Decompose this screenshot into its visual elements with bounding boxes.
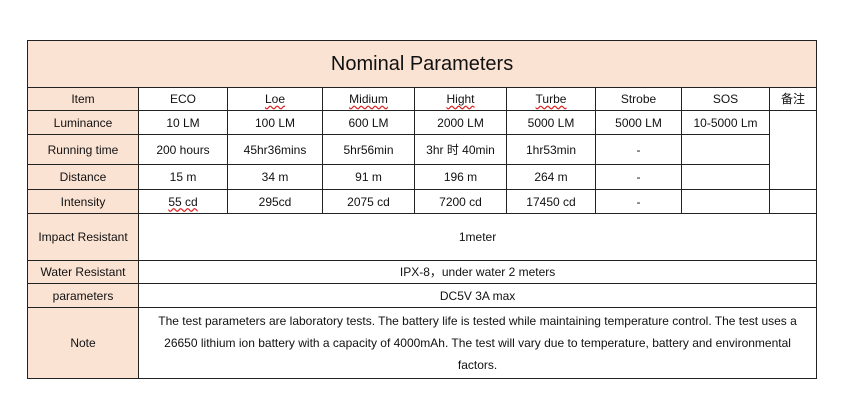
table-row: Distance 15 m 34 m 91 m 196 m 264 m -: [27, 164, 817, 190]
row-label: Impact Resistant: [27, 213, 139, 261]
row-label: Note: [27, 307, 139, 379]
impact-value: 1meter: [137, 213, 818, 261]
cell-text: 55 cd: [168, 194, 198, 209]
header-hight: Hight: [414, 87, 507, 111]
cell: 10-5000 Lm: [681, 110, 770, 135]
header-eco: ECO: [138, 87, 228, 111]
table-row: Intensity 55 cd 295cd 2075 cd 7200 cd 17…: [27, 189, 818, 214]
header-loe: Loe: [227, 87, 323, 111]
cell: 200 hours: [138, 134, 228, 165]
header-midium: Midium: [322, 87, 415, 111]
table-row: Luminance 10 LM 100 LM 600 LM 2000 LM 50…: [27, 110, 818, 190]
header-row: Item ECO Loe Midium Hight Turbe Strobe S…: [27, 87, 818, 111]
cell: 7200 cd: [414, 189, 507, 214]
cell: 5hr56min: [322, 134, 415, 165]
cell-text: 17450 cd: [526, 194, 576, 209]
table-title: Nominal Parameters: [26, 40, 818, 88]
cell: [681, 164, 770, 190]
cell: 3hr 时 40min: [414, 134, 507, 165]
cell: 600 LM: [322, 110, 415, 135]
cell: 5000 LM: [595, 110, 682, 135]
row-label: Water Resistant: [27, 260, 139, 284]
table-row: Running time 200 hours 45hr36mins 5hr56m…: [27, 134, 817, 165]
cell: 17450 cd: [506, 189, 596, 214]
header-strobe: Strobe: [595, 87, 682, 111]
header-item: Item: [27, 87, 139, 111]
table-row: Water Resistant IPX-8，under water 2 mete…: [27, 260, 818, 284]
cell: 45hr36mins: [227, 134, 323, 165]
cell: [681, 134, 770, 165]
cell: 1hr53min: [506, 134, 596, 165]
row-label: Running time: [27, 134, 139, 165]
cell: 55 cd: [138, 189, 228, 214]
row-label: Intensity: [27, 189, 139, 214]
cell-text: 2075 cd: [347, 194, 390, 209]
cell: -: [595, 134, 682, 165]
row-label: Distance: [27, 164, 139, 190]
header-remarks: 备注: [768, 87, 818, 111]
nominal-parameters-table: Nominal Parameters Item ECO Loe Midium H…: [26, 40, 818, 379]
header-turbe: Turbe: [506, 87, 596, 111]
header-hight-text: Hight: [446, 92, 475, 106]
cell: 196 m: [414, 164, 507, 190]
cell: 15 m: [138, 164, 228, 190]
cell: 295cd: [227, 189, 323, 214]
header-turbe-text: Turbe: [535, 92, 567, 106]
header-loe-text: Loe: [264, 92, 286, 106]
row-label: Luminance: [27, 110, 139, 135]
cell: 10 LM: [138, 110, 228, 135]
cell: [681, 189, 770, 214]
cell: 2000 LM: [414, 110, 507, 135]
remarks-cell: [768, 110, 818, 190]
note-value: The test parameters are laboratory tests…: [137, 307, 818, 379]
header-midium-text: Midium: [349, 92, 388, 106]
parameters-value: DC5V 3A max: [137, 283, 818, 308]
cell: -: [595, 164, 682, 190]
cell: 91 m: [322, 164, 415, 190]
cell: 100 LM: [227, 110, 323, 135]
header-sos: SOS: [681, 87, 770, 111]
cell: 34 m: [227, 164, 323, 190]
cell: [768, 189, 818, 214]
water-value: IPX-8，under water 2 meters: [137, 260, 818, 284]
table-row: Impact Resistant 1meter: [27, 213, 818, 261]
cell: 2075 cd: [322, 189, 415, 214]
row-label: parameters: [27, 283, 139, 308]
cell: 264 m: [506, 164, 596, 190]
cell: 5000 LM: [506, 110, 596, 135]
cell-text: 7200 cd: [439, 194, 482, 209]
cell: -: [595, 189, 682, 214]
table-row: Note The test parameters are laboratory …: [27, 307, 818, 379]
table-row: parameters DC5V 3A max: [27, 283, 818, 308]
